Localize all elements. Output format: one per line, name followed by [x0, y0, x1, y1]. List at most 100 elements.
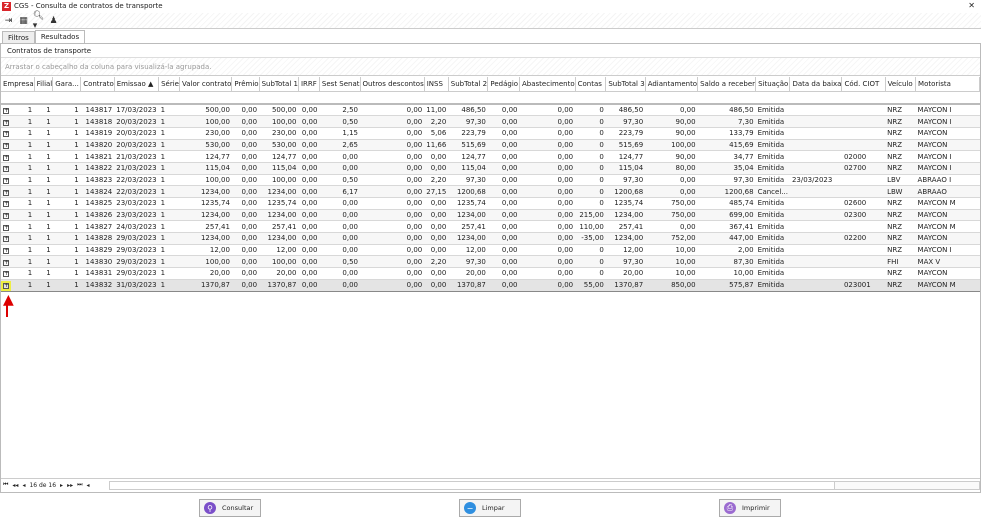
column-header[interactable]: Cód. CIOT: [841, 77, 886, 92]
filter-cell[interactable]: [158, 91, 180, 105]
tab-filtros[interactable]: Filtros: [2, 31, 35, 43]
column-header[interactable]: SubTotal 3: [605, 77, 646, 92]
table-row[interactable]: +1 1 1 143822 21/03/2023 1 115,04 0,00 115,04 0,0…: [1, 162, 980, 175]
expand-row-icon[interactable]: +: [3, 141, 10, 149]
filter-cell[interactable]: [789, 91, 842, 105]
scrollbar-thumb[interactable]: [110, 482, 835, 489]
filter-cell[interactable]: [885, 91, 916, 105]
keyboard-icon[interactable]: ▦: [19, 15, 28, 26]
filter-cell[interactable]: [645, 91, 698, 105]
prev-button[interactable]: ◂: [22, 481, 26, 489]
last-page-button[interactable]: ⏭: [77, 481, 83, 488]
expand-row-icon[interactable]: +: [3, 200, 10, 208]
column-header[interactable]: Adiantamento: [645, 77, 699, 92]
column-header[interactable]: Emissao ▲: [114, 77, 160, 92]
column-header[interactable]: Empresa: [1, 77, 35, 92]
column-header[interactable]: SubTotal 2: [448, 77, 489, 92]
horizontal-scrollbar[interactable]: [109, 481, 980, 490]
expand-row-icon[interactable]: +: [3, 118, 10, 126]
table-row[interactable]: +1 1 1 143819 20/03/2023 1 230,00 0,00 230,00 0,0…: [1, 127, 980, 140]
column-header[interactable]: Prêmio: [231, 77, 260, 92]
scroll-left-button[interactable]: ◂: [86, 481, 90, 489]
table-row[interactable]: +1 1 1 143824 22/03/2023 1 1234,00 0,00 1234,00 0…: [1, 185, 980, 198]
expand-row-icon[interactable]: +: [3, 270, 10, 278]
expand-row-icon[interactable]: +: [3, 130, 10, 138]
table-row[interactable]: +1 1 1 143817 17/03/2023 1 500,00 0,00 500,00 0,0…: [1, 104, 980, 117]
filter-cell[interactable]: [34, 91, 53, 105]
column-header[interactable]: INSS: [424, 77, 449, 92]
group-by-area[interactable]: Arrastar o cabeçalho da coluna para visu…: [1, 58, 980, 76]
close-button[interactable]: ✕: [968, 1, 975, 10]
table-row[interactable]: +1 1 1 143820 20/03/2023 1 530,00 0,00 530,00 0,0…: [1, 139, 980, 152]
column-header[interactable]: Data da baixa: [789, 77, 843, 92]
filter-cell[interactable]: [1, 91, 35, 105]
filter-cell[interactable]: [319, 91, 361, 105]
filter-cell[interactable]: [841, 91, 886, 105]
filter-cell[interactable]: [231, 91, 260, 105]
column-header[interactable]: Gara...: [52, 77, 82, 92]
next-page-button[interactable]: ▸▸: [67, 481, 74, 489]
filter-cell[interactable]: [915, 91, 980, 105]
filter-cell[interactable]: [697, 91, 756, 105]
filter-cell[interactable]: [80, 91, 115, 105]
column-header[interactable]: Contas: [575, 77, 607, 92]
table-row[interactable]: +1 1 1 143830 29/03/2023 1 100,00 0,00 100,00 0,0…: [1, 255, 980, 269]
table-row[interactable]: +1 1 1 143827 24/03/2023 1 257,41 0,00 257,41 0,0…: [1, 220, 980, 234]
filter-cell[interactable]: [360, 91, 425, 105]
imprimir-button[interactable]: ⎙ Imprimir: [719, 499, 781, 517]
next-button[interactable]: ▸: [60, 481, 64, 489]
table-row[interactable]: +1 1 1 143825 23/03/2023 1 1235,74 0,00 1235,74 0…: [1, 197, 980, 210]
table-row[interactable]: +1 1 1 143826 23/03/2023 1 1234,00 0,00 1234,00 0…: [1, 209, 980, 222]
table-row[interactable]: +1 1 1 143829 29/03/2023 1 12,00 0,00 12,00 0,00 0…: [1, 244, 980, 257]
filter-cell[interactable]: [298, 91, 320, 105]
filter-cell[interactable]: [259, 91, 299, 105]
expand-row-icon[interactable]: +: [3, 188, 10, 196]
filter-cell[interactable]: [424, 91, 449, 105]
column-header[interactable]: Filial: [34, 77, 54, 92]
filter-cell[interactable]: [575, 91, 606, 105]
exit-icon[interactable]: ⇥: [4, 15, 13, 26]
column-header[interactable]: Contrato: [80, 77, 115, 92]
expand-row-icon[interactable]: +: [3, 258, 10, 266]
filter-cell[interactable]: [179, 91, 232, 105]
consultar-button[interactable]: ⚲ Consultar: [199, 499, 261, 517]
table-row[interactable]: +1 1 1 143823 22/03/2023 1 100,00 0,00 100,00 0,0…: [1, 174, 980, 187]
expand-row-icon[interactable]: +: [3, 107, 10, 115]
filter-cell[interactable]: [448, 91, 488, 105]
filter-cell[interactable]: [605, 91, 646, 105]
column-header[interactable]: Saldo a receber: [697, 77, 757, 92]
column-header[interactable]: Veículo: [885, 77, 917, 92]
expand-row-icon[interactable]: +: [3, 235, 10, 243]
table-row[interactable]: +1 1 1 143831 29/03/2023 1 20,00 0,00 20,00 0,00 0…: [1, 267, 980, 280]
column-header[interactable]: Abastecimento: [519, 77, 576, 92]
column-header[interactable]: Situação: [755, 77, 791, 92]
column-header[interactable]: Pedágio: [487, 77, 520, 92]
tab-resultados[interactable]: Resultados: [34, 30, 86, 43]
expand-row-icon[interactable]: +: [3, 165, 10, 173]
table-row[interactable]: +1 1 1 143828 29/03/2023 1 1234,00 0,00 1234,00 0…: [1, 232, 980, 245]
table-row[interactable]: +1 1 1 143821 21/03/2023 1 124,77 0,00 124,77 0,0…: [1, 150, 980, 163]
column-header[interactable]: Série: [158, 77, 181, 92]
table-row[interactable]: +1 1 1 143832 31/03/2023 1 1370,87 0,00 1370,87 0…: [1, 278, 980, 292]
filter-cell[interactable]: [519, 91, 576, 105]
user-filter-icon[interactable]: ♟: [49, 15, 58, 26]
filter-cell[interactable]: [52, 91, 81, 105]
expand-row-icon[interactable]: +: [3, 247, 10, 255]
filter-cell[interactable]: [755, 91, 790, 105]
column-header[interactable]: IRRF: [298, 77, 320, 92]
filter-cell[interactable]: [114, 91, 159, 105]
expand-row-icon[interactable]: +: [3, 212, 10, 220]
column-header[interactable]: Outros descontos: [360, 77, 425, 92]
prev-page-button[interactable]: ◂◂: [12, 481, 19, 489]
column-header[interactable]: Valor contrato: [179, 77, 233, 92]
column-header[interactable]: SubTotal 1: [259, 77, 299, 92]
expand-row-icon[interactable]: +: [3, 223, 10, 231]
expand-row-icon[interactable]: +: [3, 153, 10, 161]
search-dropdown-icon[interactable]: 🔍︎▾: [32, 10, 45, 31]
limpar-button[interactable]: − Limpar: [459, 499, 521, 517]
first-page-button[interactable]: ⏮: [3, 481, 9, 488]
column-header[interactable]: Sest Senat: [319, 77, 361, 92]
expand-row-icon[interactable]: +: [3, 176, 10, 184]
expand-row-icon[interactable]: +: [1, 281, 11, 291]
table-row[interactable]: +1 1 1 143818 20/03/2023 1 100,00 0,00 100,00 0,0…: [1, 115, 980, 128]
